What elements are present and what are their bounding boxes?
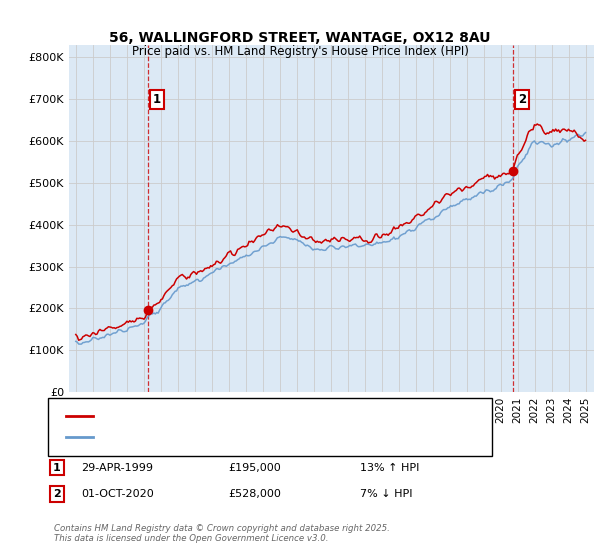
Text: 1: 1 [153, 93, 161, 106]
Text: 1: 1 [53, 463, 61, 473]
Text: 13% ↑ HPI: 13% ↑ HPI [360, 463, 419, 473]
Text: 01-OCT-2020: 01-OCT-2020 [81, 489, 154, 499]
Text: £195,000: £195,000 [228, 463, 281, 473]
Text: 7% ↓ HPI: 7% ↓ HPI [360, 489, 413, 499]
Text: 56, WALLINGFORD STREET, WANTAGE, OX12 8AU: 56, WALLINGFORD STREET, WANTAGE, OX12 8A… [109, 31, 491, 45]
Text: £528,000: £528,000 [228, 489, 281, 499]
Text: 2: 2 [53, 489, 61, 499]
Text: Price paid vs. HM Land Registry's House Price Index (HPI): Price paid vs. HM Land Registry's House … [131, 45, 469, 58]
Text: 2: 2 [518, 93, 527, 106]
Text: HPI: Average price, detached house, Vale of White Horse: HPI: Average price, detached house, Vale… [99, 432, 395, 442]
Text: 29-APR-1999: 29-APR-1999 [81, 463, 153, 473]
Text: 56, WALLINGFORD STREET, WANTAGE, OX12 8AU (detached house): 56, WALLINGFORD STREET, WANTAGE, OX12 8A… [99, 410, 450, 421]
Text: Contains HM Land Registry data © Crown copyright and database right 2025.
This d: Contains HM Land Registry data © Crown c… [54, 524, 390, 543]
